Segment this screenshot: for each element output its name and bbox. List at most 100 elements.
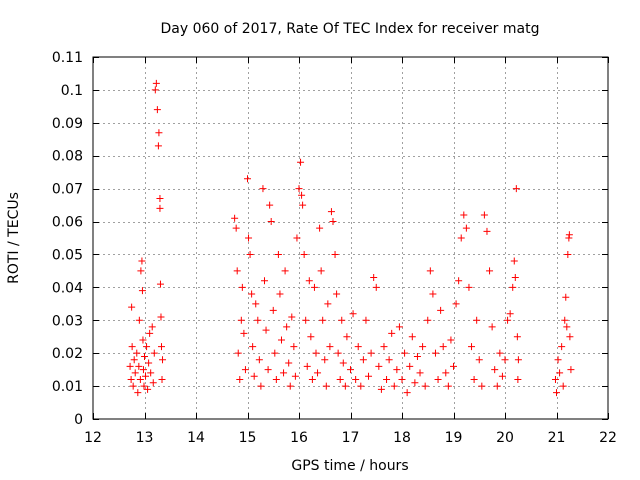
x-tick-label: 14: [187, 430, 205, 446]
data-point: [362, 316, 370, 324]
data-point: [128, 343, 136, 351]
data-point: [159, 356, 167, 364]
data-point: [442, 369, 450, 377]
data-point: [431, 349, 439, 357]
y-tick-label: 0.02: [52, 346, 83, 362]
data-point: [250, 372, 258, 380]
data-point: [512, 185, 520, 193]
data-point: [343, 333, 351, 341]
data-point: [152, 79, 160, 87]
data-point: [257, 382, 265, 390]
x-tick-label: 15: [239, 430, 257, 446]
data-point: [319, 316, 327, 324]
data-point: [276, 290, 284, 298]
data-point: [566, 333, 574, 341]
data-point: [312, 349, 320, 357]
data-point: [310, 283, 318, 291]
data-point: [298, 191, 306, 199]
data-point: [288, 313, 296, 321]
data-point: [321, 356, 329, 364]
y-tick-label: 0.06: [52, 215, 83, 231]
data-point: [509, 283, 517, 291]
data-point: [236, 376, 244, 384]
data-point: [470, 376, 478, 384]
data-point: [154, 142, 162, 150]
data-point: [139, 336, 147, 344]
data-point: [129, 382, 137, 390]
data-point: [232, 224, 240, 232]
data-point: [245, 234, 253, 242]
data-point: [347, 366, 354, 374]
data-point: [475, 356, 483, 364]
data-point: [357, 382, 365, 390]
data-points: [126, 79, 575, 397]
data-point: [561, 316, 569, 324]
data-point: [367, 349, 375, 357]
data-point: [262, 326, 270, 334]
data-point: [147, 369, 155, 377]
data-point: [231, 214, 239, 222]
data-point: [553, 389, 560, 397]
data-point: [266, 201, 274, 209]
data-point: [316, 224, 324, 232]
data-point: [473, 316, 481, 324]
data-point: [457, 234, 465, 242]
data-point: [513, 333, 521, 341]
data-point: [240, 329, 248, 337]
data-point: [406, 362, 414, 370]
data-point: [565, 231, 573, 239]
x-tick-label: 16: [290, 430, 308, 446]
data-point: [419, 343, 427, 351]
y-tick-label: 0: [74, 412, 83, 428]
data-point: [272, 376, 280, 384]
data-point: [416, 369, 424, 377]
data-point: [556, 369, 564, 377]
data-point: [241, 366, 249, 374]
data-point: [307, 333, 315, 341]
data-point: [377, 385, 385, 393]
data-point: [144, 385, 152, 393]
data-point: [153, 106, 161, 114]
data-point: [252, 300, 260, 308]
data-point: [336, 376, 344, 384]
data-point: [264, 366, 272, 374]
y-tick-label: 0.08: [52, 149, 83, 165]
data-point: [511, 273, 519, 281]
data-point: [429, 290, 437, 298]
data-point: [317, 267, 325, 275]
data-point: [291, 372, 299, 380]
data-point: [468, 343, 476, 351]
data-point: [149, 379, 157, 387]
data-point: [562, 293, 570, 301]
y-tick-label: 0.11: [52, 50, 83, 66]
data-point: [390, 382, 398, 390]
data-point: [126, 362, 134, 370]
data-point: [498, 372, 506, 380]
data-point: [514, 356, 522, 364]
data-point: [341, 382, 349, 390]
data-point: [255, 356, 263, 364]
x-tick-label: 18: [393, 430, 411, 446]
x-tick-label: 17: [342, 430, 360, 446]
data-point: [308, 376, 316, 384]
data-point: [156, 204, 164, 212]
data-point: [143, 343, 151, 351]
data-point: [142, 372, 150, 380]
y-tick-label: 0.03: [52, 313, 83, 329]
data-point: [145, 359, 153, 367]
data-point: [277, 336, 285, 344]
data-point: [483, 227, 491, 235]
data-point: [269, 306, 277, 314]
data-point: [329, 218, 337, 226]
data-point: [300, 250, 308, 258]
data-point: [486, 267, 494, 275]
data-point: [385, 356, 393, 364]
data-point: [141, 352, 148, 360]
data-point: [127, 376, 135, 384]
data-point: [480, 211, 488, 219]
data-point: [303, 362, 311, 370]
data-point: [158, 376, 166, 384]
data-point: [286, 382, 294, 390]
data-point: [283, 323, 291, 331]
